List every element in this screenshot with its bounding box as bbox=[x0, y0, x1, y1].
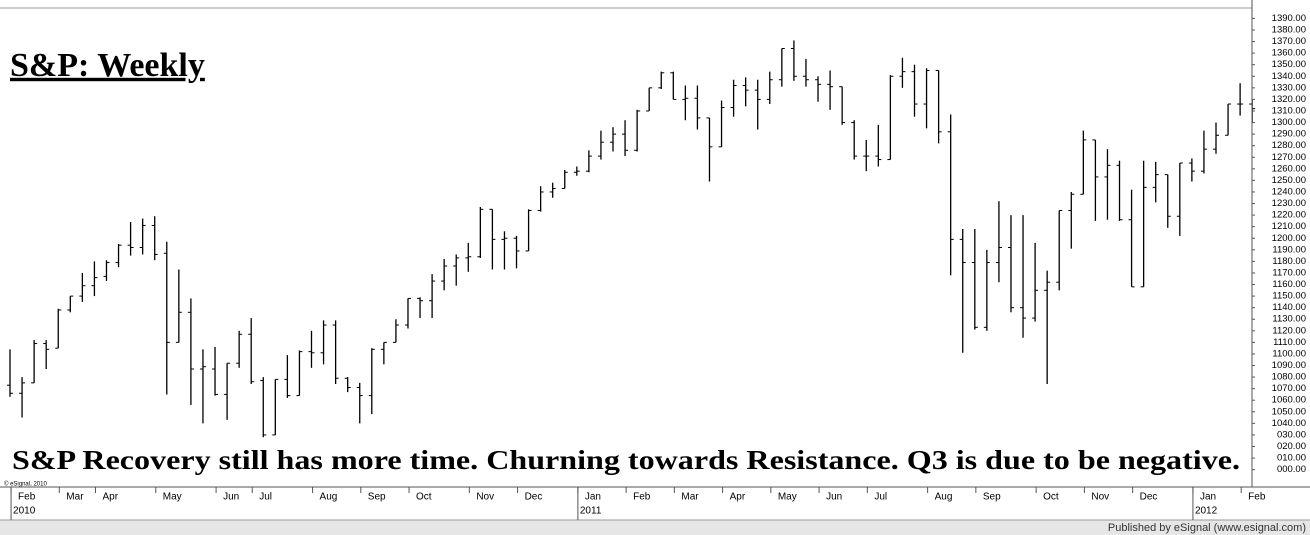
x-tick-label: May bbox=[778, 492, 797, 503]
y-tick-label: 030.00 bbox=[1277, 429, 1306, 440]
y-tick-label: 1360.00 bbox=[1272, 48, 1306, 59]
x-tick-label: Jan bbox=[585, 492, 601, 503]
y-tick-label: 020.00 bbox=[1277, 441, 1306, 452]
y-tick-label: 1310.00 bbox=[1272, 105, 1306, 116]
x-tick-label: Jul bbox=[259, 492, 272, 503]
x-tick-label: Oct bbox=[416, 492, 432, 503]
chart-title: S&P: Weekly bbox=[10, 47, 205, 84]
y-tick-label: 1160.00 bbox=[1272, 279, 1306, 290]
y-tick-label: 1100.00 bbox=[1272, 348, 1306, 359]
y-tick-label: 1180.00 bbox=[1272, 256, 1306, 267]
y-tick-label: 1300.00 bbox=[1272, 117, 1306, 128]
y-tick-label: 1240.00 bbox=[1272, 186, 1306, 197]
y-tick-label: 1150.00 bbox=[1272, 291, 1306, 302]
x-tick-label: Apr bbox=[730, 492, 746, 503]
axes: 1390.001380.001370.001360.001350.001340.… bbox=[0, 0, 1310, 521]
x-tick-label: Dec bbox=[525, 492, 543, 503]
y-tick-label: 1380.00 bbox=[1272, 24, 1306, 35]
x-tick-label: Dec bbox=[1140, 492, 1158, 503]
x-tick-label: Jul bbox=[874, 492, 887, 503]
bars bbox=[7, 40, 1256, 438]
y-tick-label: 1220.00 bbox=[1272, 210, 1306, 221]
y-tick-label: 1340.00 bbox=[1272, 71, 1306, 82]
y-tick-label: 1260.00 bbox=[1272, 163, 1306, 174]
y-tick-label: 1130.00 bbox=[1272, 314, 1306, 325]
x-tick-label: Aug bbox=[320, 492, 338, 503]
x-tick-label: Aug bbox=[935, 492, 953, 503]
y-tick-label: 1390.00 bbox=[1272, 13, 1306, 24]
footer-strip bbox=[0, 520, 1310, 535]
y-tick-label: 1290.00 bbox=[1272, 129, 1306, 140]
year-label: 2012 bbox=[1195, 506, 1218, 517]
x-tick-label: Jun bbox=[826, 492, 842, 503]
x-tick-label: Nov bbox=[476, 492, 494, 503]
year-label: 2010 bbox=[13, 506, 36, 517]
y-tick-label: 1060.00 bbox=[1272, 395, 1306, 406]
y-tick-label: 010.00 bbox=[1277, 453, 1306, 464]
y-tick-label: 1210.00 bbox=[1272, 221, 1306, 232]
y-tick-label: 1320.00 bbox=[1272, 94, 1306, 105]
y-tick-label: 1090.00 bbox=[1272, 360, 1306, 371]
x-tick-label: Jun bbox=[223, 492, 239, 503]
y-tick-label: 1230.00 bbox=[1272, 198, 1306, 209]
x-tick-label: May bbox=[163, 492, 182, 503]
y-tick-label: 1080.00 bbox=[1272, 372, 1306, 383]
x-tick-label: Mar bbox=[66, 492, 84, 503]
y-tick-label: 1050.00 bbox=[1272, 406, 1306, 417]
x-tick-label: Sep bbox=[368, 492, 386, 503]
y-tick-label: 1270.00 bbox=[1272, 152, 1306, 163]
x-tick-label: Nov bbox=[1091, 492, 1109, 503]
y-tick-label: 1120.00 bbox=[1272, 325, 1306, 336]
annotation-background bbox=[8, 446, 1248, 480]
x-tick-label: Feb bbox=[18, 492, 36, 503]
x-tick-label: Jan bbox=[1200, 492, 1216, 503]
y-tick-label: 1110.00 bbox=[1273, 337, 1306, 348]
footer: Published by eSignal (www.esignal.com) bbox=[1108, 522, 1306, 534]
y-tick-label: 1040.00 bbox=[1272, 418, 1306, 429]
y-tick-label: 1190.00 bbox=[1272, 244, 1306, 255]
y-tick-label: 1070.00 bbox=[1272, 383, 1306, 394]
y-tick-label: 1350.00 bbox=[1272, 59, 1306, 70]
y-tick-label: 000.00 bbox=[1277, 464, 1306, 475]
y-tick-label: 1140.00 bbox=[1272, 302, 1306, 313]
y-tick-label: 1250.00 bbox=[1272, 175, 1306, 186]
y-tick-label: 1330.00 bbox=[1272, 82, 1306, 93]
y-tick-label: 1280.00 bbox=[1272, 140, 1306, 151]
annotation: S&P Recovery still has more time. Churni… bbox=[12, 445, 1240, 475]
y-tick-label: 1170.00 bbox=[1272, 267, 1306, 278]
x-tick-label: Apr bbox=[102, 492, 118, 503]
x-tick-label: Feb bbox=[1248, 492, 1266, 503]
x-tick-label: Oct bbox=[1043, 492, 1059, 503]
x-tick-label: Mar bbox=[681, 492, 699, 503]
y-tick-label: 1200.00 bbox=[1272, 233, 1306, 244]
year-label: 2011 bbox=[580, 506, 602, 517]
x-tick-label: Feb bbox=[633, 492, 651, 503]
credit: © eSignal, 2010 bbox=[4, 481, 47, 488]
x-tick-label: Sep bbox=[983, 492, 1001, 503]
y-tick-label: 1370.00 bbox=[1272, 36, 1306, 47]
